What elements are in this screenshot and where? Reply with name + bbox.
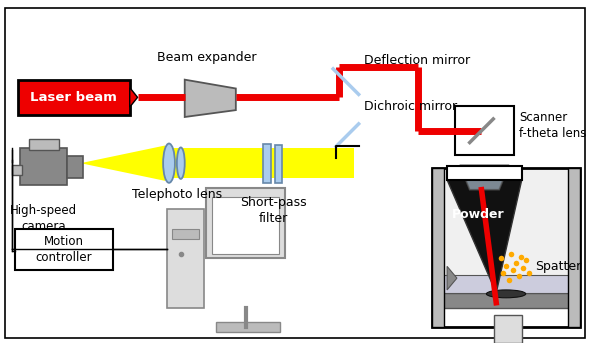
Bar	[263, 144, 271, 183]
Ellipse shape	[177, 147, 185, 179]
Bar	[29, 139, 59, 151]
Bar	[447, 166, 522, 180]
Text: Powder: Powder	[452, 208, 505, 221]
Polygon shape	[130, 88, 137, 107]
Bar	[433, 168, 580, 327]
Text: Scanner
f-theta lens: Scanner f-theta lens	[519, 111, 586, 140]
Bar	[12, 165, 22, 175]
Bar	[20, 148, 67, 185]
Polygon shape	[165, 148, 354, 178]
Bar	[15, 229, 113, 270]
Bar	[433, 168, 444, 327]
Text: Dichroic mirror: Dichroic mirror	[364, 100, 457, 113]
Bar	[568, 168, 580, 327]
Text: Laser beam: Laser beam	[30, 91, 117, 104]
Text: Telephoto lens: Telephoto lens	[132, 188, 222, 201]
Ellipse shape	[487, 290, 526, 298]
Polygon shape	[460, 165, 509, 190]
Text: Motion
controller: Motion controller	[35, 235, 92, 264]
Bar	[167, 209, 205, 308]
Text: Spatter: Spatter	[536, 260, 582, 273]
Polygon shape	[80, 145, 165, 181]
Polygon shape	[447, 180, 522, 293]
Polygon shape	[185, 80, 236, 117]
Bar	[17, 80, 130, 115]
Bar	[440, 275, 572, 293]
Bar	[206, 188, 285, 258]
Text: Short-pass
filter: Short-pass filter	[240, 195, 307, 225]
Text: High-speed
camera: High-speed camera	[10, 204, 77, 234]
Bar	[275, 145, 282, 183]
Bar	[216, 322, 280, 332]
Polygon shape	[447, 266, 457, 290]
Bar	[455, 106, 514, 155]
Bar	[435, 170, 577, 308]
Bar	[499, 317, 517, 337]
Text: Deflection mirror: Deflection mirror	[364, 54, 470, 66]
Bar	[494, 316, 522, 343]
Bar	[172, 229, 199, 239]
Bar	[67, 156, 83, 178]
Bar	[435, 293, 577, 308]
Ellipse shape	[163, 144, 175, 183]
Bar	[212, 197, 279, 254]
Text: Beam expander: Beam expander	[157, 51, 256, 64]
